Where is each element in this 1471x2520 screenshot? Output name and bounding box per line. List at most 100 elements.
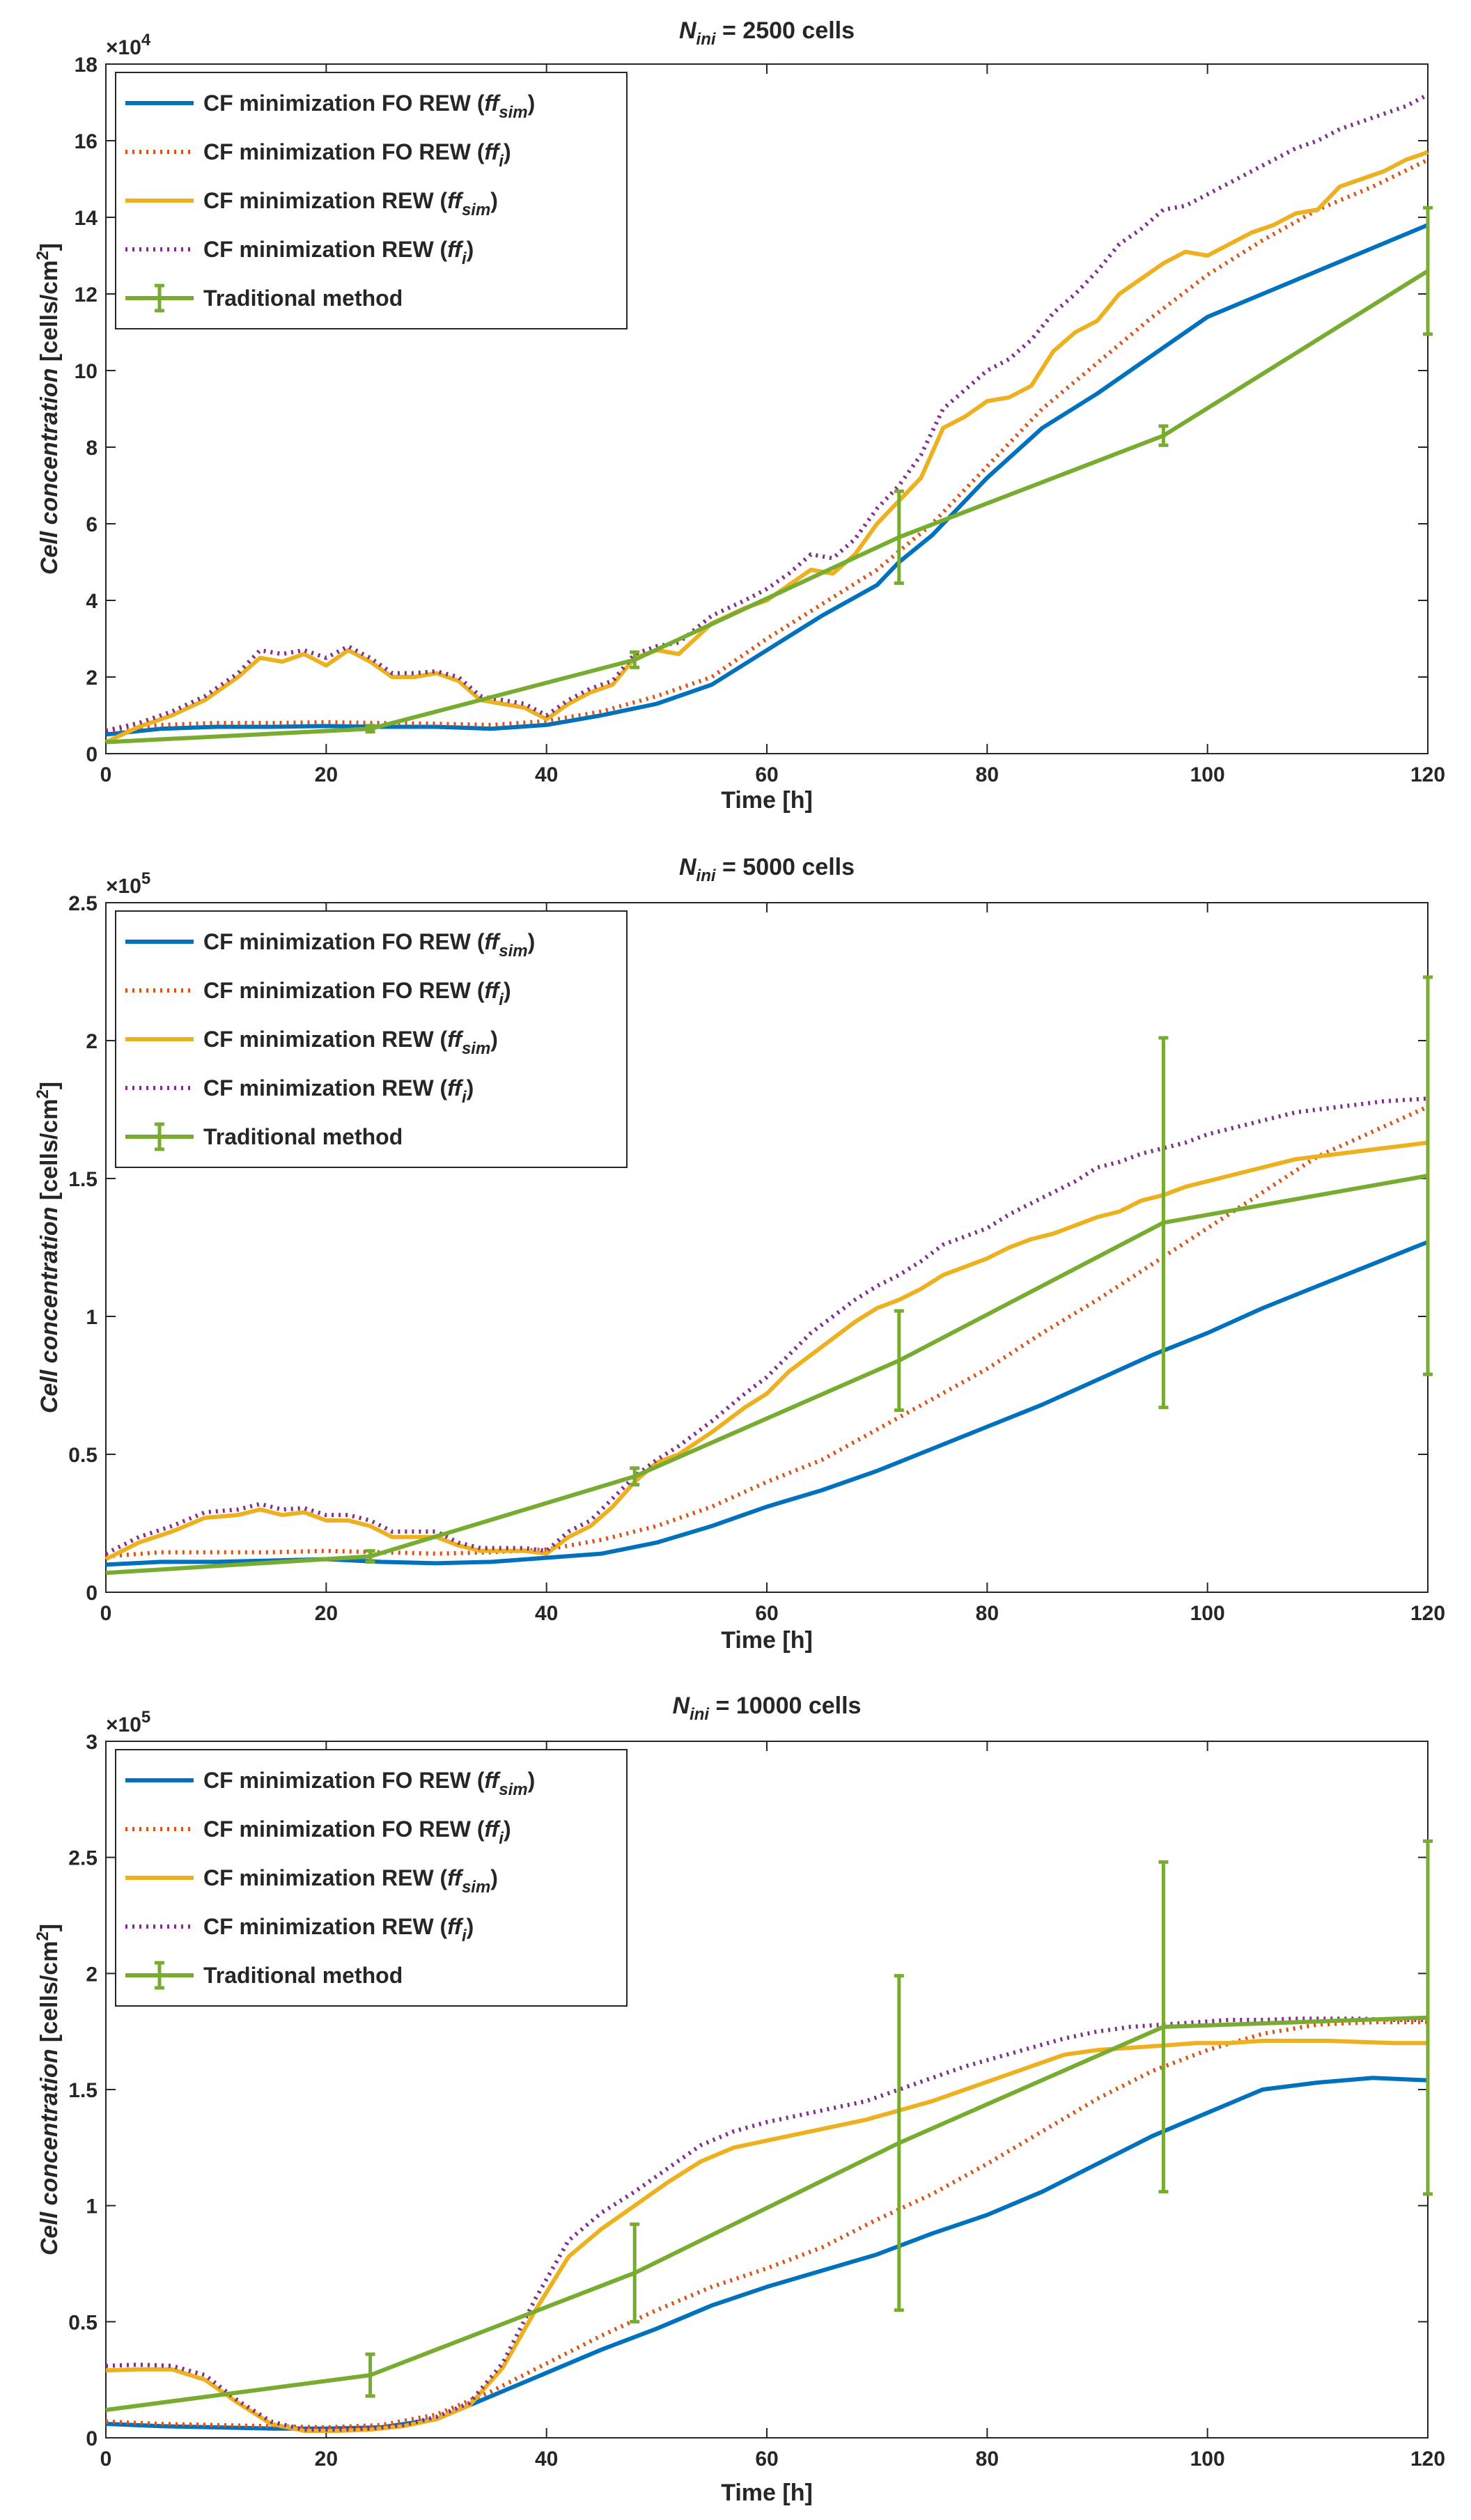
x-axis-label-2: Time [h] <box>721 1627 813 1654</box>
y-ticks-3: 0 0.5 1 1.5 2 2.5 3 <box>68 1731 1428 2450</box>
legend-label: CF minimization FO REW (ffsim) <box>203 929 535 960</box>
panel-1: Nini = 2500 cells ×104 Time [h] Cell con… <box>33 17 1445 814</box>
error-bar <box>1158 424 1169 447</box>
error-bar <box>894 489 904 585</box>
y-tick-label: 1.5 <box>68 2079 98 2102</box>
error-bar <box>894 1309 904 1413</box>
y-tick-label: 12 <box>75 283 98 306</box>
legend-box <box>115 1749 628 2007</box>
legend-label: CF minimization REW (ffi) <box>203 237 474 268</box>
legend-label: CF minimization FO REW (ffsim) <box>203 1768 535 1799</box>
error-bar <box>365 1549 375 1564</box>
error-bar <box>1423 205 1433 336</box>
series-1 <box>104 93 1433 745</box>
legend-label: CF minimization FO REW (ffsim) <box>203 91 535 122</box>
error-bar <box>365 724 375 734</box>
series-line-cf-minimization-rew-ff-i <box>104 1096 1429 1556</box>
error-bar <box>1423 975 1433 1376</box>
legend-label: CF minimization REW (ffsim) <box>203 1865 498 1897</box>
title-3: Nini = 10000 cells <box>673 1693 862 1724</box>
legend-box <box>115 910 628 1168</box>
y-multiplier-3: ×105 <box>106 1708 150 1736</box>
error-bar <box>894 1974 904 2312</box>
y-tick-label: 18 <box>75 54 98 77</box>
y-tick-label: 0 <box>86 2427 98 2450</box>
series-line-traditional-method <box>105 269 1429 745</box>
series-line-cf-minimization-rew-ff-i <box>105 93 1429 733</box>
series-line-cf-minimization-rew-ff-sim <box>104 1140 1429 1562</box>
x-axis-label-1: Time [h] <box>721 787 813 814</box>
legend-box <box>115 72 628 329</box>
error-bar <box>630 1466 640 1487</box>
panel-3: Nini = 10000 cells ×105 Time [h] Cell co… <box>33 1693 1445 2506</box>
error-bar <box>365 2352 375 2398</box>
legend-label: CF minimization REW (ffsim) <box>203 1027 498 1058</box>
y-tick-label: 10 <box>75 360 98 383</box>
y-tick-label: 0 <box>86 743 98 766</box>
legend-2: CF minimization FO REW (ffsim) CF minimiz… <box>115 910 628 1168</box>
y-tick-label: 6 <box>86 513 98 536</box>
y-axis-label-1: Cell concentration [cells/cm2] <box>33 243 63 575</box>
x-tick-label: 0 <box>100 763 112 786</box>
x-ticks-1: 0 20 40 60 80 100 120 <box>100 64 1445 786</box>
x-tick-label: 0 <box>100 1602 112 1625</box>
y-tick-label: 2 <box>86 1963 98 1986</box>
panel-2: Nini = 5000 cells ×105 Time [h] Cell con… <box>33 854 1445 1654</box>
x-tick-label: 20 <box>315 763 338 786</box>
series-line-cf-minimization-fo-rew-ff-sim <box>105 223 1429 737</box>
x-tick-label: 40 <box>535 2448 558 2471</box>
legend-label: Traditional method <box>203 1963 403 1988</box>
x-tick-label: 0 <box>100 2448 112 2471</box>
x-tick-label: 20 <box>315 1602 338 1625</box>
y-tick-label: 0.5 <box>68 1444 98 1467</box>
x-tick-label: 100 <box>1190 2448 1225 2471</box>
y-tick-label: 0.5 <box>68 2311 98 2334</box>
series-3 <box>105 1839 1433 2433</box>
y-tick-label: 1 <box>86 1306 98 1329</box>
legend-label: CF minimization REW (ffsim) <box>203 188 498 219</box>
x-tick-label: 80 <box>976 2448 999 2471</box>
legend-label: CF minimization FO REW (ffi) <box>203 139 511 171</box>
y-tick-label: 2 <box>86 667 98 690</box>
y-tick-label: 2 <box>86 1030 98 1053</box>
legend-label: Traditional method <box>203 1124 403 1149</box>
x-tick-label: 40 <box>535 1602 558 1625</box>
legend-3: CF minimization FO REW (ffsim) CF minimiz… <box>115 1749 628 2007</box>
y-tick-label: 2.5 <box>68 892 98 915</box>
x-tick-label: 80 <box>976 763 999 786</box>
series-line-traditional-method <box>105 2015 1429 2412</box>
x-tick-label: 80 <box>976 1602 999 1625</box>
error-bar <box>1158 1860 1169 2194</box>
error-bar <box>1158 1036 1169 1410</box>
y-tick-label: 1 <box>86 2195 98 2218</box>
x-tick-label: 120 <box>1410 763 1445 786</box>
error-bar <box>630 2222 640 2324</box>
x-tick-label: 60 <box>755 763 778 786</box>
legend-label: CF minimization FO REW (ffi) <box>203 1817 511 1848</box>
x-tick-label: 60 <box>755 2448 778 2471</box>
y-axis-label-3: Cell concentration [cells/cm2] <box>33 1924 63 2255</box>
y-multiplier-1: ×104 <box>106 31 151 59</box>
y-tick-label: 4 <box>86 590 98 613</box>
x-tick-label: 120 <box>1410 2448 1445 2471</box>
legend-label: Traditional method <box>203 286 403 311</box>
y-tick-label: 8 <box>86 437 98 460</box>
y-ticks-2: 0 0.5 1 1.5 2 2.5 <box>68 892 1428 1605</box>
title-1: Nini = 2500 cells <box>679 17 855 49</box>
y-axis-label-2: Cell concentration [cells/cm2] <box>33 1082 63 1413</box>
series-line-cf-minimization-rew-ff-sim <box>104 150 1429 745</box>
legend-label: CF minimization FO REW (ffi) <box>203 978 511 1009</box>
y-tick-label: 14 <box>75 207 98 230</box>
x-axis-label-3: Time [h] <box>721 2480 813 2506</box>
x-ticks-2: 0 20 40 60 80 100 120 <box>100 903 1445 1625</box>
legend-label: CF minimization REW (ffi) <box>203 1914 474 1945</box>
y-tick-label: 3 <box>86 1731 98 1754</box>
x-ticks-3: 0 20 40 60 80 100 120 <box>100 1741 1445 2471</box>
series-line-cf-minimization-rew-ff-i <box>105 2016 1428 2432</box>
y-tick-label: 2.5 <box>68 1847 98 1870</box>
x-tick-label: 100 <box>1190 763 1225 786</box>
y-ticks-1: 0 2 4 6 8 10 12 14 16 18 <box>75 54 1428 766</box>
y-multiplier-2: ×105 <box>106 869 150 898</box>
title-2: Nini = 5000 cells <box>679 854 855 885</box>
legend-1: CF minimization FO REW (ffsim) CF minimiz… <box>115 72 628 329</box>
